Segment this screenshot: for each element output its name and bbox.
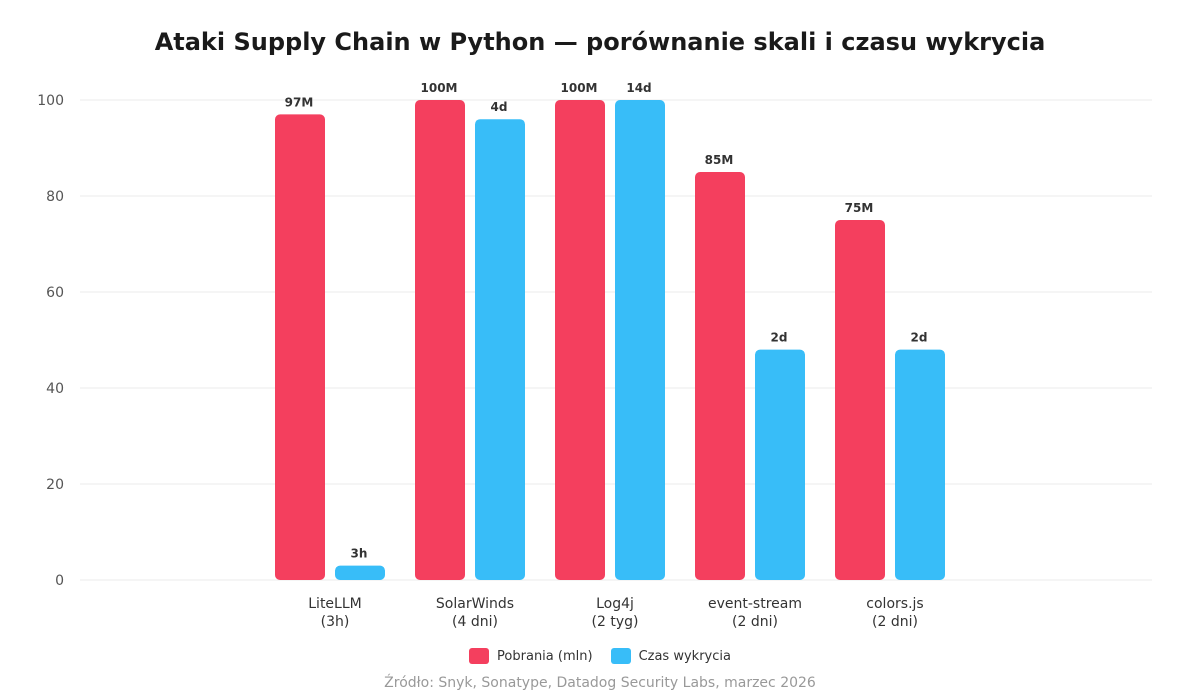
bar-detection-time — [475, 119, 525, 580]
x-tick-label: (3h) — [321, 614, 350, 630]
bar-downloads — [835, 220, 885, 580]
data-label: 4d — [491, 100, 508, 114]
x-tick-label: Log4j — [596, 596, 634, 612]
data-label: 75M — [845, 201, 874, 215]
x-tick-label: SolarWinds — [436, 596, 514, 612]
legend-label-downloads: Pobrania (mln) — [497, 648, 593, 664]
legend-item-detection-time[interactable]: Czas wykrycia — [610, 648, 731, 664]
data-label: 100M — [421, 81, 458, 95]
y-tick-label: 0 — [55, 573, 64, 589]
y-tick-label: 80 — [46, 189, 64, 205]
data-label: 2d — [911, 331, 928, 345]
x-axis-ticks: LiteLLM (3h) SolarWinds (4 dni) Log4j (2 tyg)… — [308, 596, 923, 630]
data-label: 97M — [285, 95, 314, 109]
y-tick-label: 20 — [46, 477, 64, 493]
x-tick-label: (2 dni) — [732, 614, 778, 630]
legend-item-downloads[interactable]: Pobrania (mln) — [469, 648, 593, 664]
y-tick-label: 60 — [46, 285, 64, 301]
bar-downloads — [695, 172, 745, 580]
bar-downloads — [275, 114, 325, 581]
x-tick-label: event-stream — [708, 596, 802, 612]
y-tick-label: 100 — [37, 93, 64, 109]
data-label: 85M — [705, 153, 734, 167]
data-label: 14d — [626, 81, 651, 95]
x-tick-label: colors.js — [866, 596, 923, 612]
legend-label-detection-time: Czas wykrycia — [638, 648, 731, 664]
bars — [275, 100, 945, 581]
x-tick-label: LiteLLM — [308, 596, 361, 612]
x-tick-label: (2 dni) — [872, 614, 918, 630]
data-labels: 97M 3h 100M 4d 100M 14d 85M 2d 75M 2d — [285, 81, 928, 561]
data-label: 100M — [561, 81, 598, 95]
x-tick-label: (4 dni) — [452, 614, 498, 630]
source-note: Źródło: Snyk, Sonatype, Datadog Security… — [384, 675, 816, 691]
legend-swatch-downloads — [469, 648, 490, 664]
x-tick-label: (2 tyg) — [592, 614, 639, 630]
bar-detection-time — [755, 349, 805, 580]
bar-downloads — [415, 100, 465, 580]
bar-detection-time — [615, 100, 665, 580]
legend-swatch-detection-time — [610, 648, 631, 664]
chart-title: Ataki Supply Chain w Python — porównanie… — [154, 28, 1046, 56]
data-label: 3h — [351, 547, 368, 561]
y-axis-ticks: 0 20 40 60 80 100 — [37, 93, 64, 589]
bar-downloads — [555, 100, 605, 580]
bar-detection-time — [895, 349, 945, 580]
data-label: 2d — [771, 331, 788, 345]
y-tick-label: 40 — [46, 381, 64, 397]
bar-detection-time — [335, 565, 385, 580]
legend: Pobrania (mln) Czas wykrycia — [0, 648, 1200, 664]
